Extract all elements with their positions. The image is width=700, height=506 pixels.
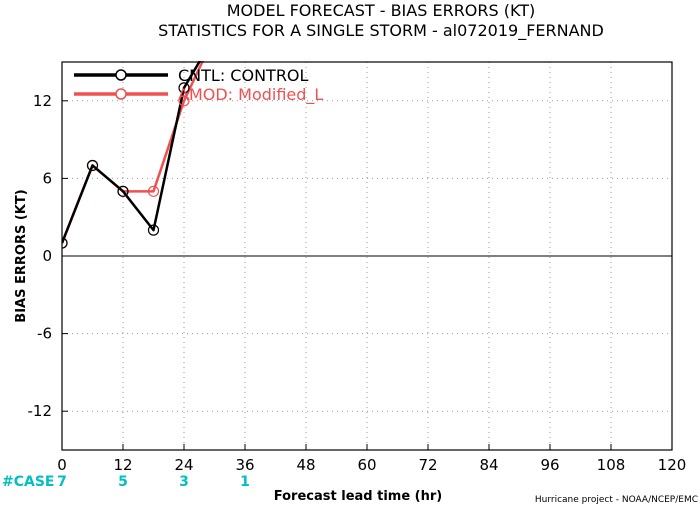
x-tick-label: 72 bbox=[418, 456, 437, 474]
y-tick-label: -6 bbox=[37, 325, 52, 343]
x-tick-label: 36 bbox=[235, 456, 254, 474]
x-tick-label: 12 bbox=[113, 456, 132, 474]
legend-swatch-marker bbox=[115, 88, 127, 100]
chart-title: MODEL FORECAST - BIAS ERRORS (KT) bbox=[227, 1, 536, 20]
legend-label: AMOD: Modified_L bbox=[178, 85, 323, 105]
x-tick-label: 48 bbox=[296, 456, 315, 474]
data-point bbox=[178, 82, 190, 94]
x-tick-label: 0 bbox=[57, 456, 67, 474]
case-count: 3 bbox=[179, 474, 189, 490]
case-count: 5 bbox=[118, 474, 128, 490]
case-count: 7 bbox=[57, 474, 67, 490]
x-tick-label: 96 bbox=[540, 456, 559, 474]
x-ticks: 0 12 24 36 48 60 72 84 96 108 120 bbox=[57, 444, 686, 474]
y-axis-label: BIAS ERRORS (KT) bbox=[14, 189, 29, 322]
chart-subtitle: STATISTICS FOR A SINGLE STORM - al072019… bbox=[158, 21, 604, 41]
legend-swatch-marker bbox=[115, 69, 127, 81]
series-clip-group bbox=[62, 61, 205, 249]
series-layer bbox=[62, 61, 205, 249]
x-tick-label: 60 bbox=[357, 456, 376, 474]
y-tick-label: 0 bbox=[42, 247, 52, 265]
legend-label: CNTL: CONTROL bbox=[178, 66, 309, 85]
data-point bbox=[147, 185, 160, 197]
credit-text: Hurricane project - NOAA/NCEP/EMC bbox=[535, 495, 698, 505]
y-tick-label: -12 bbox=[28, 402, 53, 420]
series-line bbox=[62, 61, 202, 244]
x-tick-label: 24 bbox=[174, 456, 193, 474]
data-point bbox=[117, 185, 129, 197]
data-point bbox=[178, 95, 190, 107]
x-tick-label: 84 bbox=[479, 456, 498, 474]
data-point bbox=[62, 237, 68, 249]
y-ticks: -12 -6 0 6 12 bbox=[28, 92, 68, 420]
data-point bbox=[86, 159, 99, 172]
grid bbox=[62, 62, 672, 450]
data-point bbox=[147, 224, 160, 236]
case-count: 1 bbox=[240, 474, 250, 490]
case-counts: 7 5 3 1 bbox=[57, 474, 250, 490]
y-tick-label: 12 bbox=[33, 92, 52, 110]
x-tick-label: 120 bbox=[658, 456, 687, 474]
x-tick-label: 108 bbox=[597, 456, 626, 474]
x-axis-label: Forecast lead time (hr) bbox=[274, 489, 442, 504]
case-label: #CASE bbox=[2, 474, 55, 490]
y-tick-label: 6 bbox=[42, 169, 52, 187]
